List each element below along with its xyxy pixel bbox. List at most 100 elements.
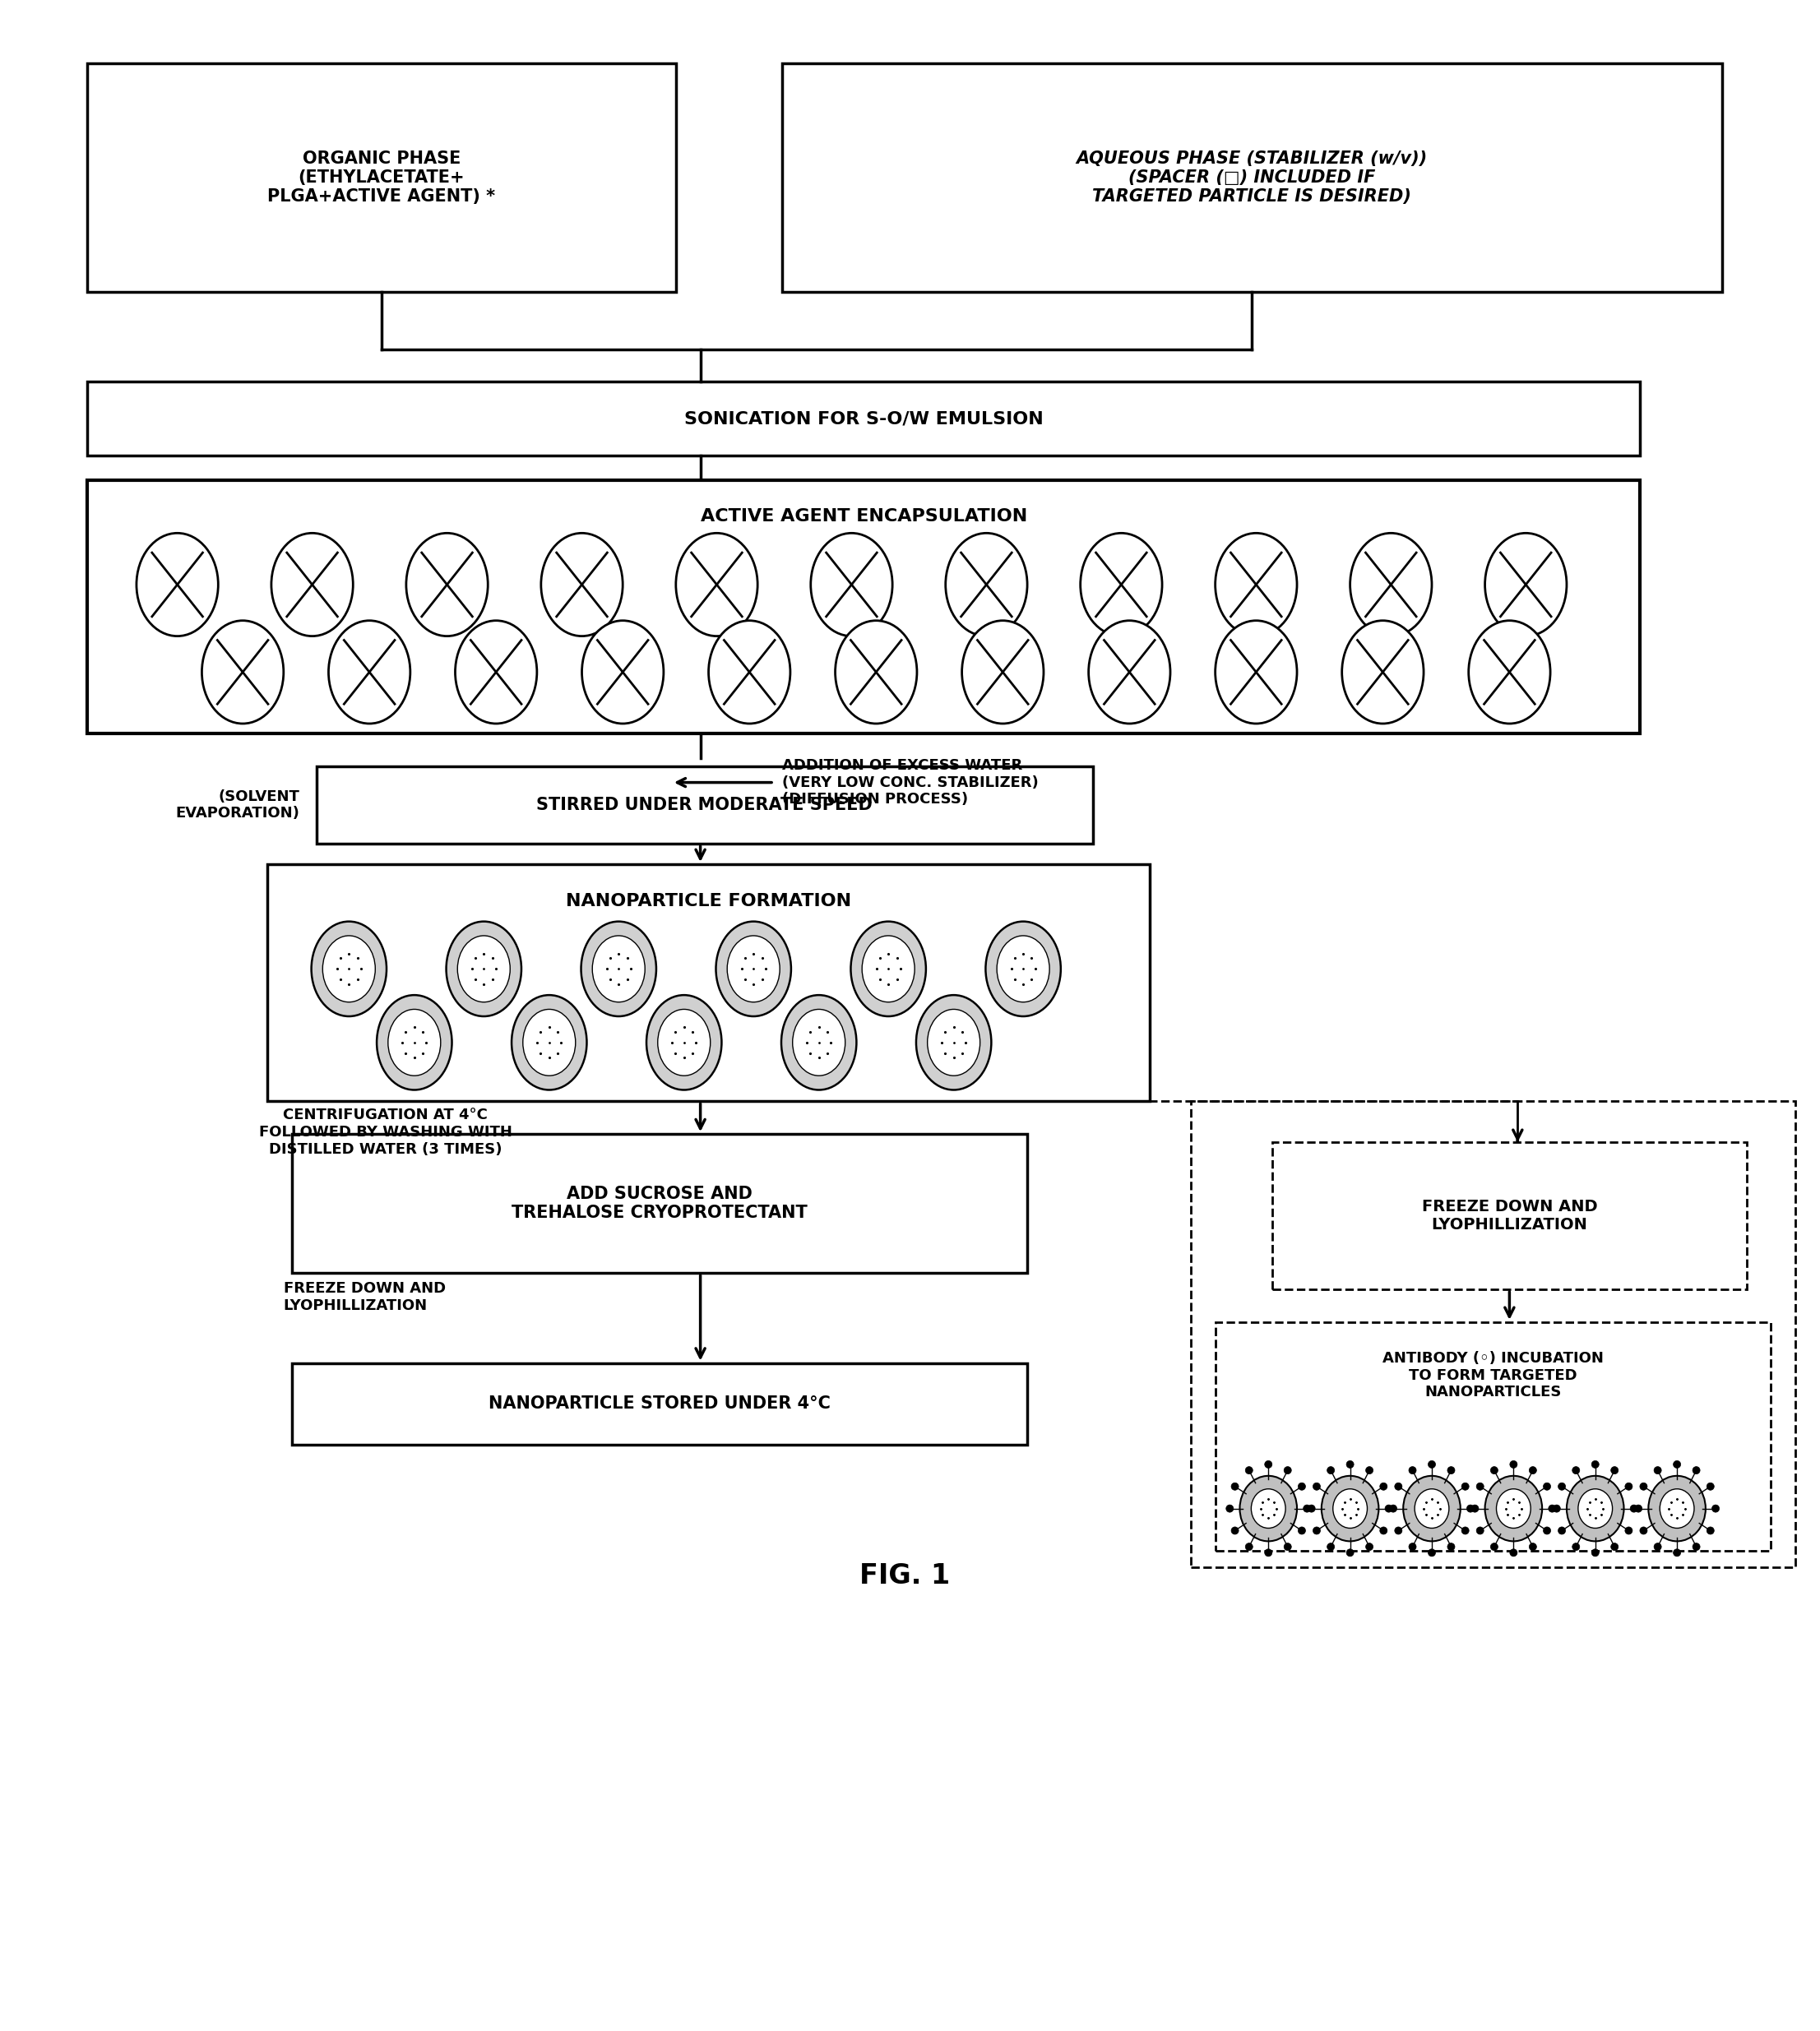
Bar [317, 766, 1092, 843]
Circle shape [1572, 1466, 1580, 1475]
Text: SONICATION FOR S-O/W EMULSION: SONICATION FOR S-O/W EMULSION [684, 410, 1043, 427]
Circle shape [1283, 1466, 1292, 1475]
Circle shape [1591, 1460, 1600, 1468]
Circle shape [1640, 1483, 1647, 1491]
Ellipse shape [136, 532, 218, 636]
Circle shape [1327, 1466, 1334, 1475]
Ellipse shape [522, 1009, 575, 1076]
Text: NANOPARTICLE STORED UNDER 4°C: NANOPARTICLE STORED UNDER 4°C [488, 1395, 830, 1412]
Circle shape [1327, 1544, 1334, 1550]
Ellipse shape [311, 922, 386, 1016]
Ellipse shape [835, 621, 917, 723]
Bar [291, 1363, 1026, 1444]
Circle shape [1347, 1460, 1354, 1468]
Circle shape [1447, 1544, 1454, 1550]
Circle shape [1654, 1466, 1662, 1475]
Text: AQUEOUS PHASE (STABILIZER (w/v))
(SPACER (□) INCLUDED IF
TARGETED PARTICLE IS DE: AQUEOUS PHASE (STABILIZER (w/v)) (SPACER… [1076, 150, 1427, 205]
Ellipse shape [1341, 621, 1423, 723]
Circle shape [1380, 1483, 1387, 1491]
Circle shape [1312, 1527, 1320, 1533]
Ellipse shape [1649, 1477, 1705, 1542]
Circle shape [1471, 1505, 1478, 1513]
Circle shape [1543, 1483, 1551, 1491]
Circle shape [1309, 1505, 1316, 1513]
Text: FIG. 1: FIG. 1 [859, 1562, 950, 1588]
Circle shape [1476, 1527, 1483, 1533]
Ellipse shape [202, 621, 284, 723]
Ellipse shape [446, 922, 521, 1016]
Circle shape [1634, 1505, 1642, 1513]
Circle shape [1461, 1527, 1469, 1533]
Ellipse shape [850, 922, 926, 1016]
Circle shape [1394, 1483, 1401, 1491]
Circle shape [1283, 1544, 1292, 1550]
Circle shape [1303, 1505, 1310, 1513]
Ellipse shape [792, 1009, 844, 1076]
Ellipse shape [997, 936, 1050, 1001]
Circle shape [1476, 1483, 1483, 1491]
Ellipse shape [1469, 621, 1551, 723]
Circle shape [1511, 1460, 1518, 1468]
Ellipse shape [657, 1009, 710, 1076]
Circle shape [1429, 1460, 1436, 1468]
Ellipse shape [582, 621, 664, 723]
Circle shape [1365, 1466, 1372, 1475]
Circle shape [1491, 1544, 1498, 1550]
Circle shape [1640, 1527, 1647, 1533]
Ellipse shape [322, 936, 375, 1001]
Ellipse shape [1350, 532, 1432, 636]
Text: FREEZE DOWN AND
LYOPHILLIZATION: FREEZE DOWN AND LYOPHILLIZATION [284, 1282, 446, 1314]
Circle shape [1673, 1550, 1680, 1556]
Text: ACTIVE AGENT ENCAPSULATION: ACTIVE AGENT ENCAPSULATION [701, 508, 1026, 524]
Ellipse shape [1081, 532, 1163, 636]
Ellipse shape [455, 621, 537, 723]
Circle shape [1394, 1527, 1401, 1533]
Ellipse shape [946, 532, 1026, 636]
Ellipse shape [581, 922, 657, 1016]
Circle shape [1380, 1527, 1387, 1533]
Ellipse shape [511, 995, 586, 1091]
Bar [1272, 1141, 1747, 1290]
Ellipse shape [646, 995, 721, 1091]
Circle shape [1265, 1550, 1272, 1556]
Ellipse shape [928, 1009, 979, 1076]
Circle shape [1549, 1505, 1556, 1513]
Circle shape [1707, 1483, 1714, 1491]
Ellipse shape [1403, 1477, 1460, 1542]
Ellipse shape [1567, 1477, 1623, 1542]
Text: ORGANIC PHASE
(ETHYLACETATE+
PLGA+ACTIVE AGENT) *: ORGANIC PHASE (ETHYLACETATE+ PLGA+ACTIVE… [268, 150, 495, 205]
Ellipse shape [1485, 1477, 1542, 1542]
Circle shape [1625, 1483, 1633, 1491]
Circle shape [1447, 1466, 1454, 1475]
Ellipse shape [329, 621, 410, 723]
Circle shape [1543, 1527, 1551, 1533]
Circle shape [1654, 1544, 1662, 1550]
Ellipse shape [406, 532, 488, 636]
Bar [291, 1133, 1026, 1273]
Ellipse shape [1485, 532, 1567, 636]
Circle shape [1429, 1550, 1436, 1556]
Circle shape [1591, 1550, 1600, 1556]
Ellipse shape [388, 1009, 440, 1076]
Circle shape [1365, 1544, 1372, 1550]
Circle shape [1693, 1544, 1700, 1550]
Circle shape [1558, 1527, 1565, 1533]
Circle shape [1511, 1550, 1518, 1556]
Circle shape [1572, 1544, 1580, 1550]
Ellipse shape [1578, 1489, 1613, 1527]
Ellipse shape [1321, 1477, 1380, 1542]
Circle shape [1529, 1544, 1536, 1550]
Ellipse shape [915, 995, 992, 1091]
Ellipse shape [1414, 1489, 1449, 1527]
Text: ADD SUCROSE AND
TREHALOSE CRYOPROTECTANT: ADD SUCROSE AND TREHALOSE CRYOPROTECTANT [511, 1186, 808, 1221]
Ellipse shape [715, 922, 792, 1016]
Ellipse shape [1216, 532, 1298, 636]
Circle shape [1298, 1483, 1305, 1491]
Circle shape [1389, 1505, 1398, 1513]
Circle shape [1491, 1466, 1498, 1475]
Ellipse shape [1088, 621, 1170, 723]
Bar [783, 63, 1722, 292]
Text: (SOLVENT
EVAPORATION): (SOLVENT EVAPORATION) [177, 788, 300, 821]
Ellipse shape [863, 936, 915, 1001]
Circle shape [1552, 1505, 1560, 1513]
